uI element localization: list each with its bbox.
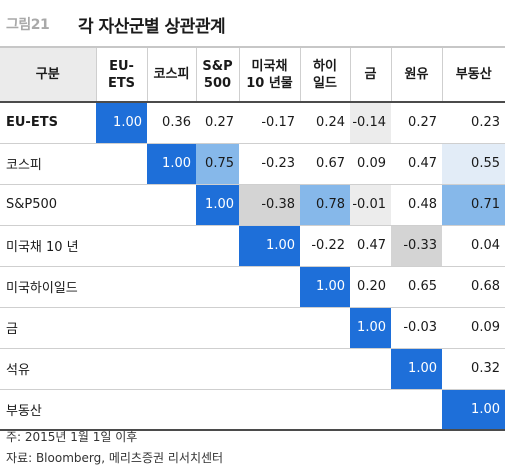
correlation-cell: 0.68 [471, 279, 500, 294]
correlation-cell: 0.20 [357, 279, 386, 294]
correlation-cell: 0.75 [196, 143, 239, 184]
footnote-source: 자료: Bloomberg, 메리츠증권 리서치센터 [6, 451, 224, 465]
correlation-cell: -0.01 [350, 184, 391, 225]
header-row: 구분 EU- ETS 코스피 S&P 500 미국채 10 년물 하이 일드 금 원유 부동산 [0, 47, 505, 102]
table-row: 석유 1.00 0.32 [0, 348, 505, 389]
correlation-cell: -0.23 [261, 156, 295, 171]
correlation-cell: -0.22 [311, 238, 345, 253]
correlation-cell: -0.14 [350, 102, 391, 143]
correlation-cell [196, 307, 239, 348]
row-label: 부동산 [6, 403, 42, 419]
correlation-cell: 0.36 [162, 115, 191, 131]
row-label: EU-ETS [6, 115, 58, 131]
correlation-cell [300, 307, 350, 348]
correlation-cell: 0.48 [408, 197, 437, 212]
correlation-cell [239, 389, 300, 430]
correlation-cell [239, 266, 300, 307]
correlation-table: 구분 EU- ETS 코스피 S&P 500 미국채 10 년물 하이 일드 금 원유 부동산 … [0, 46, 505, 431]
correlation-cell [391, 389, 442, 430]
table-row: 코스피 1.00 0.75 -0.23 0.67 0.09 0.47 0.55 [0, 143, 505, 184]
correlation-cell: 1.00 [350, 307, 391, 348]
correlation-cell: -0.38 [239, 184, 300, 225]
column-header: 원유 [390, 47, 442, 102]
correlation-cell [196, 389, 239, 430]
correlation-cell [300, 348, 350, 389]
column-header: 코스피 [146, 47, 196, 102]
correlation-cell: 1.00 [442, 389, 505, 430]
correlation-cell [96, 307, 147, 348]
correlation-cell [96, 348, 147, 389]
correlation-cell [350, 389, 391, 430]
column-header: S&P 500 [195, 47, 239, 102]
correlation-cell [300, 389, 350, 430]
correlation-cell [147, 184, 196, 225]
correlation-cell [147, 348, 196, 389]
correlation-cell [350, 348, 391, 389]
table-row: 부동산 1.00 [0, 389, 505, 430]
correlation-cell: 0.55 [442, 143, 505, 184]
correlation-cell: 1.00 [239, 225, 300, 266]
correlation-cell [147, 389, 196, 430]
correlation-cell: 1.00 [147, 143, 196, 184]
correlation-cell [196, 266, 239, 307]
correlation-cell: 0.24 [316, 115, 345, 131]
table-row: S&P500 1.00 -0.38 0.78 -0.01 0.48 0.71 [0, 184, 505, 225]
correlation-cell: 0.09 [471, 320, 500, 335]
correlation-cell: 0.65 [408, 279, 437, 294]
column-header: 부동산 [441, 47, 505, 102]
correlation-cell [239, 307, 300, 348]
column-header: 하이 일드 [299, 47, 350, 102]
correlation-cell: 1.00 [96, 102, 147, 143]
correlation-cell [196, 348, 239, 389]
correlation-cell: 0.04 [471, 238, 500, 253]
table-row: EU-ETS 1.00 0.36 0.27 -0.17 0.24 -0.14 0.27 0.23 [0, 102, 505, 143]
footnote-note: 주: 2015년 1월 1일 이후 [6, 430, 138, 444]
correlation-cell: -0.17 [261, 115, 295, 131]
table-row: 금 1.00 -0.03 0.09 [0, 307, 505, 348]
correlation-cell: 1.00 [391, 348, 442, 389]
column-header: EU- ETS [95, 47, 147, 102]
figure-header: 그림21 각 자산군별 상관관계 [0, 0, 505, 46]
row-label: S&P500 [6, 197, 58, 212]
correlation-cell [147, 225, 196, 266]
correlation-cell: 0.27 [408, 115, 437, 131]
column-header: 금 [349, 47, 391, 102]
column-header-label: 구분 [0, 47, 96, 102]
correlation-cell: -0.03 [403, 320, 437, 335]
table-row: 미국채 10 년 1.00 -0.22 0.47 -0.33 0.04 [0, 225, 505, 266]
correlation-cell [96, 266, 147, 307]
correlation-cell [96, 143, 147, 184]
correlation-cell [239, 348, 300, 389]
correlation-cell: 0.23 [471, 115, 500, 131]
correlation-cell [147, 266, 196, 307]
correlation-cell: 1.00 [196, 184, 239, 225]
correlation-cell: 0.09 [357, 156, 386, 171]
column-header: 미국채 10 년물 [238, 47, 300, 102]
correlation-cell: -0.33 [391, 225, 442, 266]
correlation-cell [96, 184, 147, 225]
correlation-cell: 0.78 [300, 184, 350, 225]
correlation-cell [96, 225, 147, 266]
figure-label: 그림21 [6, 17, 50, 33]
correlation-cell [147, 307, 196, 348]
row-label: 코스피 [6, 158, 42, 173]
correlation-cell: 0.71 [442, 184, 505, 225]
figure-title: 각 자산군별 상관관계 [78, 17, 226, 37]
correlation-cell: 0.47 [408, 156, 437, 171]
correlation-cell: 0.32 [471, 361, 500, 376]
correlation-cell [196, 225, 239, 266]
correlation-cell: 0.67 [316, 156, 345, 171]
correlation-cell: 1.00 [300, 266, 350, 307]
correlation-cell: 0.47 [357, 238, 386, 253]
row-label: 미국하이일드 [6, 281, 78, 296]
table-body: EU-ETS 1.00 0.36 0.27 -0.17 0.24 -0.14 0.27 0.23… [0, 102, 505, 430]
row-label: 금 [6, 322, 18, 337]
correlation-cell [96, 389, 147, 430]
table-row: 미국하이일드 1.00 0.20 0.65 0.68 [0, 266, 505, 307]
row-label: 석유 [6, 363, 30, 378]
correlation-cell: 0.27 [205, 115, 234, 131]
row-label: 미국채 10 년 [6, 240, 79, 255]
